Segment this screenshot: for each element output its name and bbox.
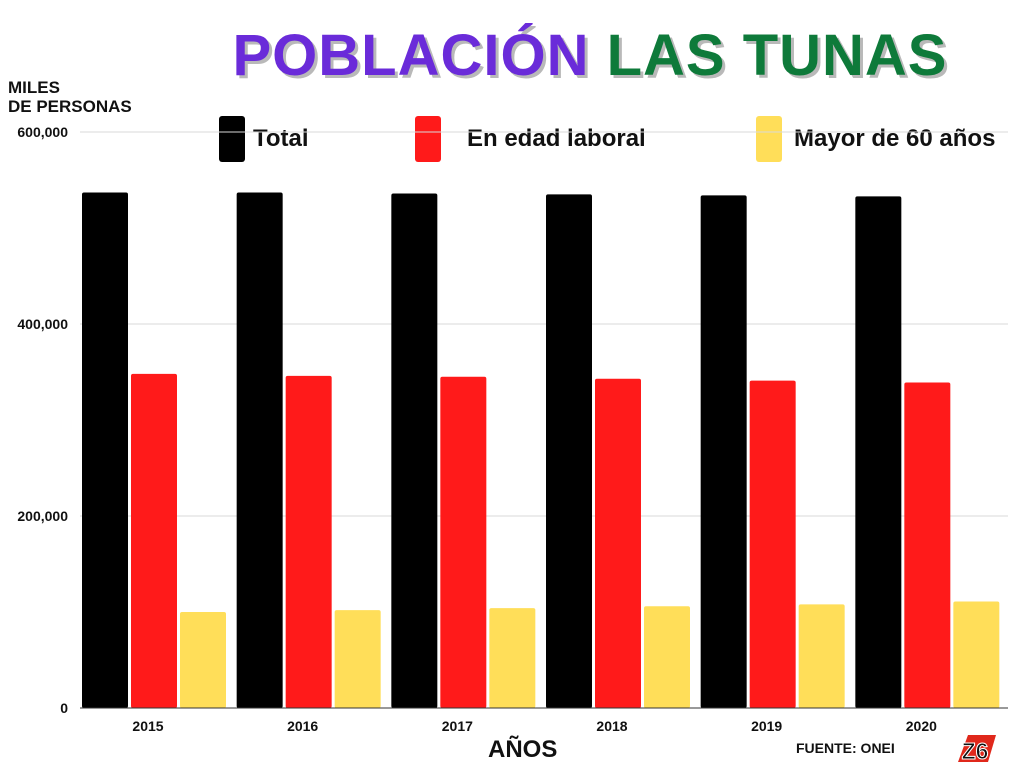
bar bbox=[82, 192, 128, 709]
bar bbox=[904, 382, 951, 708]
bar bbox=[440, 376, 487, 708]
bar bbox=[334, 610, 381, 708]
y-tick-label: 0 bbox=[60, 700, 68, 716]
legend-swatch-en-edad-laboral bbox=[415, 116, 441, 162]
title-part-1: POBLACIÓN bbox=[232, 23, 590, 88]
title-part-2: LAS TUNAS bbox=[606, 23, 948, 88]
bar bbox=[180, 612, 226, 708]
bar bbox=[391, 193, 438, 708]
x-axis-label: AÑOS bbox=[488, 736, 558, 763]
bar bbox=[236, 192, 283, 709]
legend-item-mayor-de-60: Mayor de 60 años bbox=[756, 116, 995, 162]
bar bbox=[855, 196, 902, 708]
legend-label-mayor-de-60: Mayor de 60 años bbox=[794, 125, 996, 152]
x-tick-label: 2020 bbox=[906, 718, 937, 734]
bar bbox=[285, 375, 332, 708]
x-tick-label: 2016 bbox=[287, 718, 318, 734]
x-tick-label: 2019 bbox=[751, 718, 782, 734]
y-axis-label: MILES DE PERSONAS bbox=[8, 78, 132, 116]
x-tick-label: 2018 bbox=[596, 718, 627, 734]
bar bbox=[546, 194, 592, 708]
bar bbox=[131, 373, 177, 708]
x-tick-label: 2015 bbox=[132, 718, 163, 734]
logo-text: Z6 bbox=[962, 738, 989, 764]
bar bbox=[700, 195, 747, 709]
chart-title: POBLACIÓN LAS TUNAS bbox=[0, 22, 1024, 89]
legend-label-en-edad-laboral: En edad laboral bbox=[467, 125, 646, 152]
y-axis-label-line-2: DE PERSONAS bbox=[8, 97, 132, 116]
y-axis-label-line-1: MILES bbox=[8, 78, 60, 97]
y-tick-label: 200,000 bbox=[17, 508, 68, 524]
y-tick-label: 600,000 bbox=[17, 124, 68, 140]
legend-label-total: Total bbox=[253, 125, 309, 152]
y-tick-label: 400,000 bbox=[17, 316, 68, 332]
legend-swatch-mayor-de-60 bbox=[756, 116, 782, 162]
bar bbox=[644, 606, 690, 708]
x-tick-label: 2017 bbox=[442, 718, 473, 734]
bar bbox=[798, 604, 845, 708]
source-note: FUENTE: ONEI bbox=[796, 740, 895, 756]
bar bbox=[489, 608, 536, 708]
bar bbox=[749, 380, 796, 708]
legend-item-total: Total bbox=[219, 116, 309, 162]
z6-logo: Z6 bbox=[958, 735, 996, 765]
bar bbox=[595, 378, 641, 708]
bar bbox=[953, 601, 1000, 708]
legend-item-en-edad-laboral: En edad laboral bbox=[415, 116, 646, 162]
legend-swatch-total bbox=[219, 116, 245, 162]
